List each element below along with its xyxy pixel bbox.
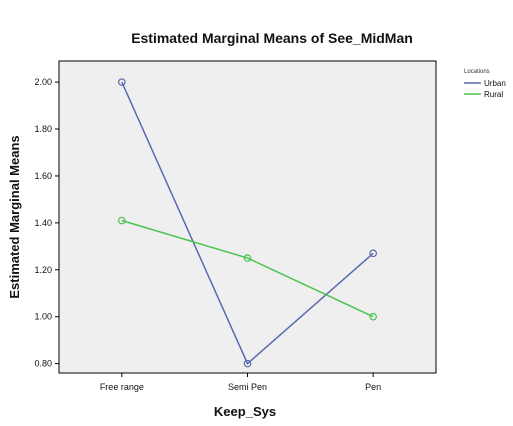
y-axis: 0.80 1.00 1.20 1.40 1.60 1.80 2.00 — [34, 77, 59, 369]
y-tick-label: 2.00 — [34, 77, 52, 87]
x-axis-label: Keep_Sys — [214, 404, 276, 419]
x-axis: Free range Semi Pen Pen — [100, 373, 381, 392]
series-layer — [118, 78, 377, 368]
series-line-urban — [121, 81, 374, 365]
data-point-rural — [369, 312, 377, 321]
chart-title: Estimated Marginal Means of See_MidMan — [131, 30, 413, 46]
plot-area — [58, 60, 437, 374]
legend-title: Locations — [464, 69, 490, 75]
x-tick-label: Semi Pen — [228, 382, 267, 392]
data-point-urban — [243, 359, 252, 368]
y-tick-label: 1.40 — [34, 218, 52, 228]
data-point-rural — [243, 254, 252, 262]
data-point-rural — [118, 216, 126, 225]
y-axis-label: Estimated Marginal Means — [7, 135, 22, 298]
legend-label-urban: Urban — [484, 79, 506, 88]
y-tick-label: 1.00 — [34, 312, 52, 322]
legend: Locations Urban Rural — [464, 69, 506, 99]
y-tick-label: 1.20 — [34, 265, 52, 275]
series-line-rural — [121, 219, 374, 318]
x-tick-label: Pen — [365, 382, 381, 392]
legend-label-rural: Rural — [484, 90, 503, 99]
data-point-urban — [118, 78, 126, 86]
x-tick-label: Free range — [100, 382, 144, 392]
data-point-urban — [369, 249, 377, 258]
y-tick-label: 0.80 — [34, 359, 52, 369]
y-tick-label: 1.60 — [34, 171, 52, 181]
y-tick-label: 1.80 — [34, 124, 52, 134]
